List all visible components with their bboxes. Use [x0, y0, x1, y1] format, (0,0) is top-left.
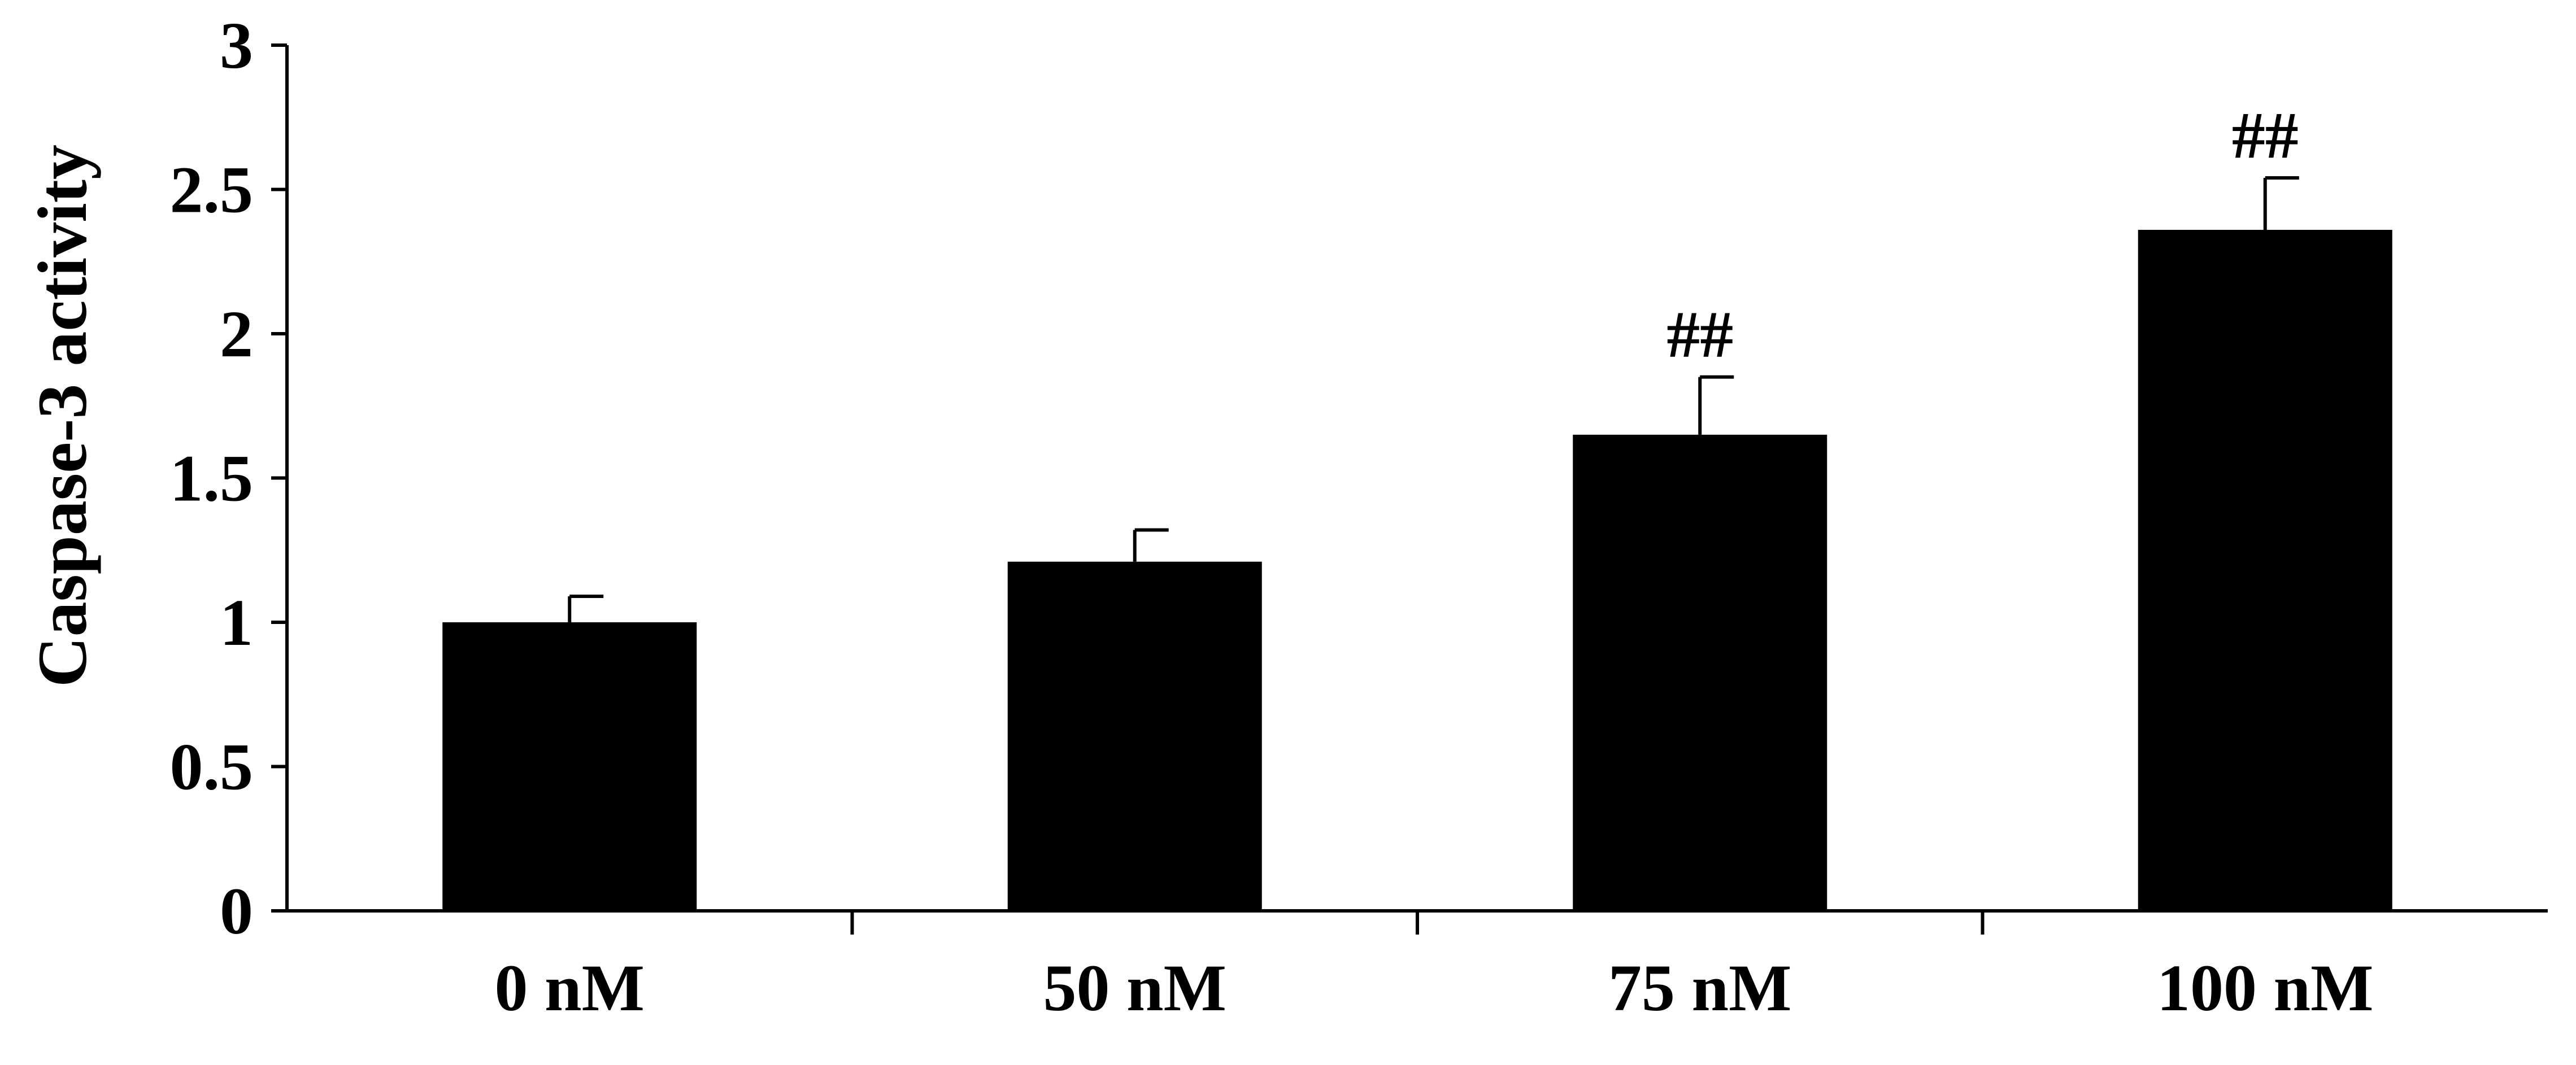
bar: [1573, 434, 1827, 911]
y-tick-label: 0: [220, 874, 253, 948]
significance-annotation: ##: [1666, 298, 1733, 372]
y-tick-label: 3: [220, 8, 253, 82]
bar: [442, 622, 697, 911]
y-axis-title: Caspase-3 activity: [24, 145, 101, 687]
bars: [442, 230, 2392, 911]
bar: [1007, 561, 1262, 911]
y-tick-label: 2: [220, 297, 253, 371]
x-tick-label: 75 nM: [1608, 951, 1792, 1025]
y-tick-label: 2.5: [170, 153, 254, 227]
x-tick-label: 0 nM: [495, 951, 645, 1025]
significance-annotation: ##: [2232, 98, 2299, 172]
error-bars: [568, 176, 2299, 622]
bar: [2138, 230, 2392, 911]
y-tick-label: 1: [220, 586, 253, 660]
x-tick-label: 50 nM: [1043, 951, 1227, 1025]
x-tick-label: 100 nM: [2157, 951, 2374, 1025]
y-tick-label: 0.5: [170, 730, 254, 804]
y-tick-label: 1.5: [170, 442, 254, 516]
labels: 0 0.5 1 1.5 2 2.5 3 0 nM 50 nM 75 nM ## 100 nM ##: [170, 8, 2374, 1025]
